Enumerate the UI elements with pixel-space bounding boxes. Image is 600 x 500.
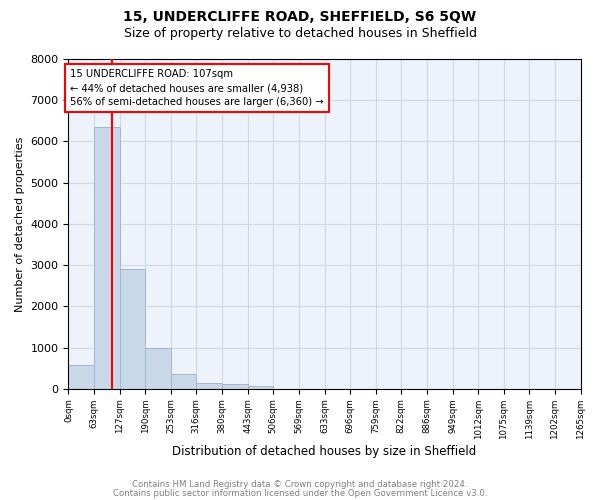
- Text: Size of property relative to detached houses in Sheffield: Size of property relative to detached ho…: [124, 28, 476, 40]
- Bar: [196, 382, 222, 389]
- Bar: [222, 384, 248, 389]
- Bar: [145, 348, 171, 389]
- Y-axis label: Number of detached properties: Number of detached properties: [15, 136, 25, 312]
- Bar: [171, 374, 196, 389]
- Bar: [248, 386, 273, 389]
- Bar: [68, 366, 94, 389]
- Bar: [94, 127, 120, 389]
- Text: 15 UNDERCLIFFE ROAD: 107sqm
← 44% of detached houses are smaller (4,938)
56% of : 15 UNDERCLIFFE ROAD: 107sqm ← 44% of det…: [70, 70, 324, 108]
- Text: Contains HM Land Registry data © Crown copyright and database right 2024.: Contains HM Land Registry data © Crown c…: [132, 480, 468, 489]
- Text: Contains public sector information licensed under the Open Government Licence v3: Contains public sector information licen…: [113, 488, 487, 498]
- Text: 15, UNDERCLIFFE ROAD, SHEFFIELD, S6 5QW: 15, UNDERCLIFFE ROAD, SHEFFIELD, S6 5QW: [124, 10, 476, 24]
- Bar: [120, 270, 145, 389]
- X-axis label: Distribution of detached houses by size in Sheffield: Distribution of detached houses by size …: [172, 444, 476, 458]
